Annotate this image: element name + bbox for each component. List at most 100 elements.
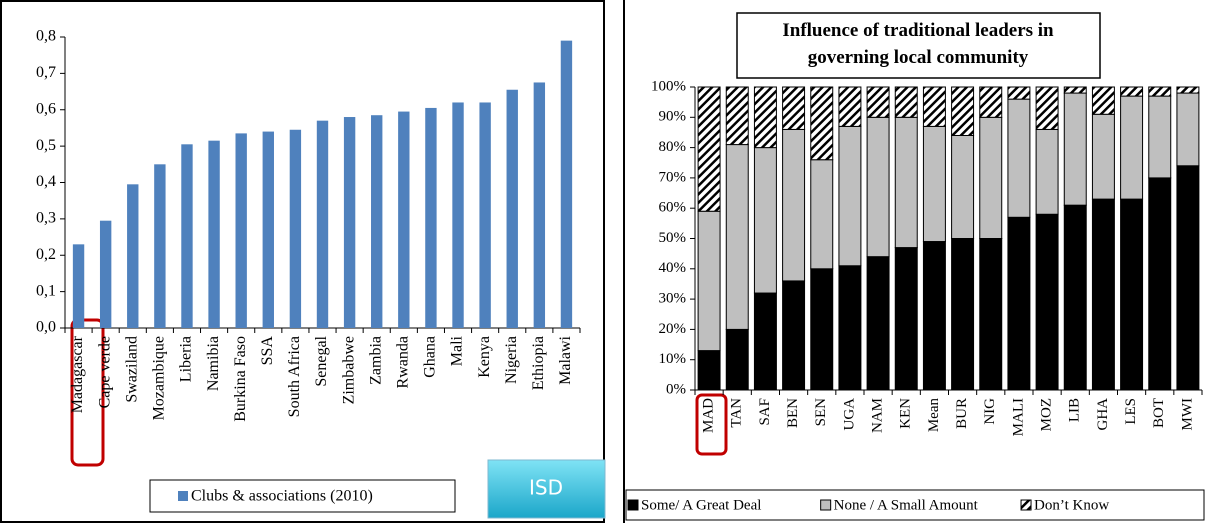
- y-tick-label: 80%: [659, 139, 687, 155]
- x-tick-label: Mozambique: [151, 336, 168, 420]
- bar: [398, 111, 410, 328]
- x-tick-label: Nigeria: [503, 336, 520, 384]
- x-tick-label: BOT: [1151, 398, 1167, 428]
- legend-label: Don’t Know: [1034, 497, 1109, 513]
- bar: [951, 86, 975, 136]
- x-tick-label: Zambia: [367, 336, 384, 385]
- y-tick-label: 0,8: [36, 28, 56, 45]
- left-panel: [0, 0, 605, 523]
- bar: [1176, 165, 1200, 391]
- y-tick-label: 0,3: [36, 210, 56, 227]
- bar: [371, 115, 383, 328]
- bar: [1176, 92, 1200, 167]
- legend-swatch: [178, 491, 188, 501]
- x-tick-label: NIG: [982, 398, 998, 425]
- bar: [753, 147, 777, 294]
- bar: [1148, 86, 1172, 97]
- y-tick-label: 0,1: [36, 282, 56, 299]
- x-tick-label: Namibia: [205, 336, 222, 391]
- bar: [1120, 198, 1144, 391]
- x-tick-label: BUR: [954, 398, 970, 429]
- bar: [208, 140, 220, 328]
- bar: [99, 220, 112, 328]
- bar: [922, 86, 946, 127]
- x-tick-label: MWI: [1179, 398, 1195, 431]
- x-tick-label: MALI: [1010, 398, 1026, 436]
- x-tick-label: Rwanda: [394, 336, 411, 388]
- x-tick-label: Mean: [926, 398, 942, 433]
- y-tick-label: 0,2: [36, 246, 56, 263]
- legend-swatch: [627, 499, 639, 511]
- bar: [560, 40, 573, 328]
- bar: [725, 328, 749, 391]
- bar: [1091, 113, 1115, 200]
- bar: [479, 102, 491, 328]
- bar: [979, 116, 1003, 239]
- bar: [782, 86, 806, 130]
- legend-label: None / A Small Amount: [834, 497, 979, 513]
- x-tick-label: TAN: [729, 398, 745, 428]
- x-tick-label: Liberia: [178, 336, 195, 382]
- legend-label: Clubs & associations (2010): [191, 488, 373, 505]
- y-tick-label: 0%: [666, 381, 686, 397]
- y-tick-label: 0,6: [36, 100, 56, 117]
- y-tick-label: 0,4: [36, 173, 56, 190]
- bar: [951, 238, 975, 391]
- x-tick-label: Ethiopia: [530, 336, 547, 390]
- x-tick-label: Kenya: [476, 336, 493, 378]
- highlight: [695, 393, 728, 456]
- y-tick-label: 100%: [651, 78, 686, 94]
- bar: [894, 86, 918, 118]
- y-tick-label: 0,0: [36, 319, 56, 336]
- y-tick-label: 10%: [659, 351, 687, 367]
- bar: [979, 238, 1003, 391]
- bar: [725, 144, 749, 330]
- bar: [1035, 128, 1059, 215]
- bar: [1091, 86, 1115, 115]
- bar: [894, 247, 918, 391]
- x-tick-label: Senegal: [313, 335, 330, 386]
- bar: [316, 120, 329, 328]
- bar: [1007, 98, 1031, 218]
- x-tick-label: LIB: [1067, 398, 1083, 422]
- bar: [262, 131, 274, 328]
- bar: [951, 134, 975, 239]
- bar: [866, 256, 890, 391]
- bar: [810, 159, 834, 270]
- bar: [866, 86, 890, 118]
- legend-swatch: [1020, 499, 1032, 511]
- bar: [697, 86, 721, 212]
- x-tick-label: MOZ: [1039, 398, 1055, 431]
- badge: ISD: [529, 476, 563, 500]
- y-tick-label: 90%: [659, 109, 687, 125]
- bar: [1007, 86, 1031, 100]
- x-tick-label: South Africa: [286, 336, 303, 417]
- x-tick-label: Ghana: [422, 336, 439, 378]
- bar: [697, 350, 721, 391]
- bar: [343, 117, 356, 329]
- bar: [1063, 86, 1087, 94]
- y-tick-label: 40%: [659, 260, 687, 276]
- bar: [838, 125, 862, 267]
- bar: [810, 268, 834, 391]
- x-tick-label: Malawi: [557, 335, 574, 384]
- x-tick-label: Burkina Faso: [232, 336, 249, 422]
- x-tick-label: LES: [1123, 398, 1139, 425]
- y-tick-label: 20%: [659, 321, 687, 337]
- bar: [235, 133, 247, 328]
- bar: [1035, 86, 1059, 130]
- bar: [1148, 177, 1172, 391]
- bar: [289, 129, 302, 328]
- bar: [1120, 86, 1144, 97]
- legend-label: Some/ A Great Deal: [641, 497, 761, 513]
- badge-box: [487, 459, 606, 519]
- title-box: [736, 12, 1101, 79]
- x-tick-label: Cape verde: [96, 336, 113, 408]
- x-tick-label: Madagascar: [69, 335, 86, 413]
- bar: [1120, 95, 1144, 200]
- chart-title: Influence of traditional leaders in gover…: [782, 20, 1054, 68]
- x-tick-label: Mali: [449, 335, 466, 366]
- bar: [1148, 95, 1172, 179]
- bar: [72, 244, 85, 328]
- x-tick-label: Zimbabwe: [340, 336, 357, 404]
